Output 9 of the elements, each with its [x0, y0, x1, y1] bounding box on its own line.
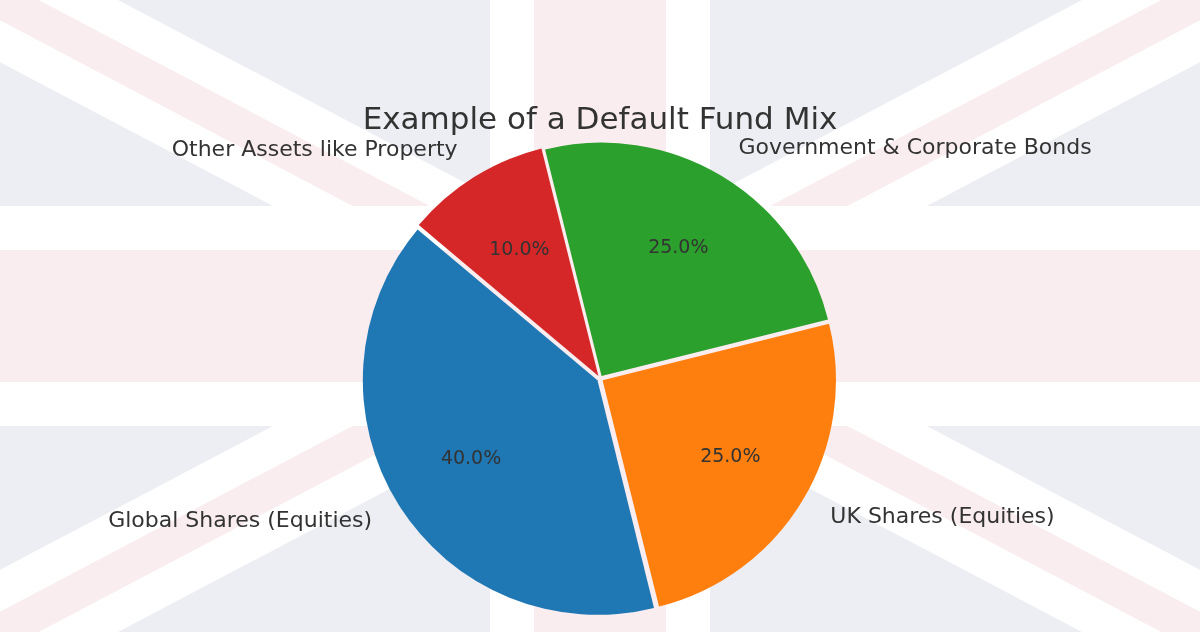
chart-title: Example of a Default Fund Mix: [362, 99, 838, 136]
slice-label: Global Shares (Equities): [108, 506, 373, 532]
slice-label: Government & Corporate Bonds: [738, 133, 1092, 159]
slice-label: Other Assets like Property: [171, 136, 458, 162]
data-label: 25.0%: [648, 235, 709, 258]
data-label: 10.0%: [489, 236, 550, 259]
slice-label: UK Shares (Equities): [830, 502, 1055, 528]
data-label: 40.0%: [440, 446, 502, 469]
data-label: 25.0%: [700, 443, 761, 466]
